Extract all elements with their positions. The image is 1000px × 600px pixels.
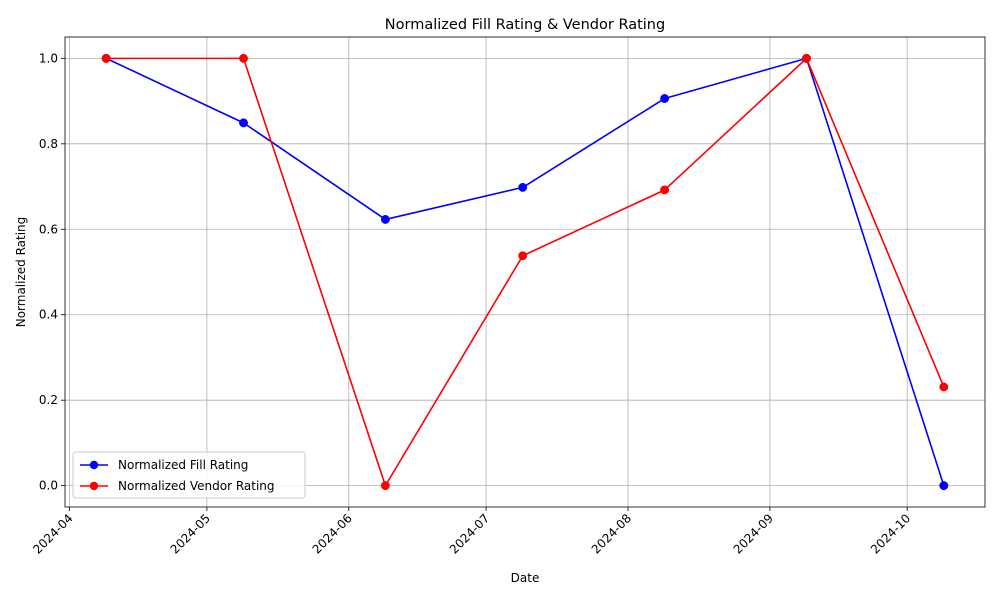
data-point: [101, 53, 111, 63]
data-point: [939, 382, 949, 392]
legend-marker: [89, 481, 99, 491]
legend-label: Normalized Vendor Rating: [118, 479, 275, 493]
series-layer: [101, 53, 949, 491]
series-2: [101, 53, 949, 491]
y-axis-title: Normalized Rating: [14, 217, 28, 328]
legend-marker: [89, 460, 99, 470]
y-tick-label: 0.0: [39, 479, 58, 493]
data-point: [660, 185, 670, 195]
legend: Normalized Fill Rating Normalized Vendor …: [72, 451, 306, 499]
legend-label: Normalized Fill Rating: [118, 458, 248, 472]
x-axis-title: Date: [511, 571, 540, 585]
data-point: [380, 214, 390, 224]
data-point: [518, 251, 528, 261]
data-point: [239, 118, 248, 128]
y-axis: 0.0 0.2 0.4 0.6 0.8 1.0: [39, 51, 65, 493]
data-point: [518, 182, 528, 192]
legend-box: [72, 451, 306, 499]
data-point: [660, 94, 670, 103]
y-tick-label: 0.6: [39, 222, 58, 236]
chart-title: Normalized Fill Rating & Vendor Rating: [385, 17, 665, 33]
y-tick-label: 0.2: [39, 393, 58, 407]
plot-frame: [64, 36, 986, 508]
y-tick-label: 0.4: [39, 308, 58, 322]
data-point: [380, 481, 390, 491]
y-tick-label: 0.8: [39, 137, 58, 151]
data-point: [802, 53, 811, 63]
data-point: [939, 481, 949, 491]
data-point: [239, 53, 248, 63]
y-tick-label: 1.0: [39, 51, 58, 65]
